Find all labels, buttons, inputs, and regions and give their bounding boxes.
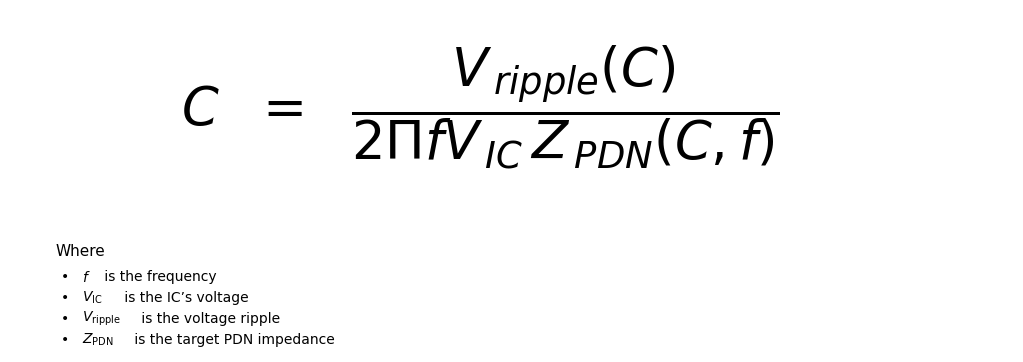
Text: is the IC’s voltage: is the IC’s voltage <box>120 291 249 305</box>
Text: $V_{\mathrm{ripple}}$: $V_{\mathrm{ripple}}$ <box>82 310 121 328</box>
Text: $\mathit{C}\ \ =\ \ \dfrac{\mathit{V}_{\,\mathit{ripple}}(\mathit{C})}{2\Pi\math: $\mathit{C}\ \ =\ \ \dfrac{\mathit{V}_{\… <box>181 43 780 171</box>
Text: $f$: $f$ <box>82 269 91 285</box>
Text: •: • <box>61 291 70 305</box>
Text: is the frequency: is the frequency <box>100 270 217 284</box>
Text: Where: Where <box>55 244 104 260</box>
Text: •: • <box>61 333 70 347</box>
Text: is the voltage ripple: is the voltage ripple <box>137 312 280 326</box>
Text: •: • <box>61 312 70 326</box>
Text: is the target PDN impedance: is the target PDN impedance <box>130 333 335 347</box>
Text: •: • <box>61 270 70 284</box>
Text: $Z_{\mathrm{PDN}}$: $Z_{\mathrm{PDN}}$ <box>82 332 114 348</box>
Text: $V_{\mathrm{IC}}$: $V_{\mathrm{IC}}$ <box>82 290 102 306</box>
